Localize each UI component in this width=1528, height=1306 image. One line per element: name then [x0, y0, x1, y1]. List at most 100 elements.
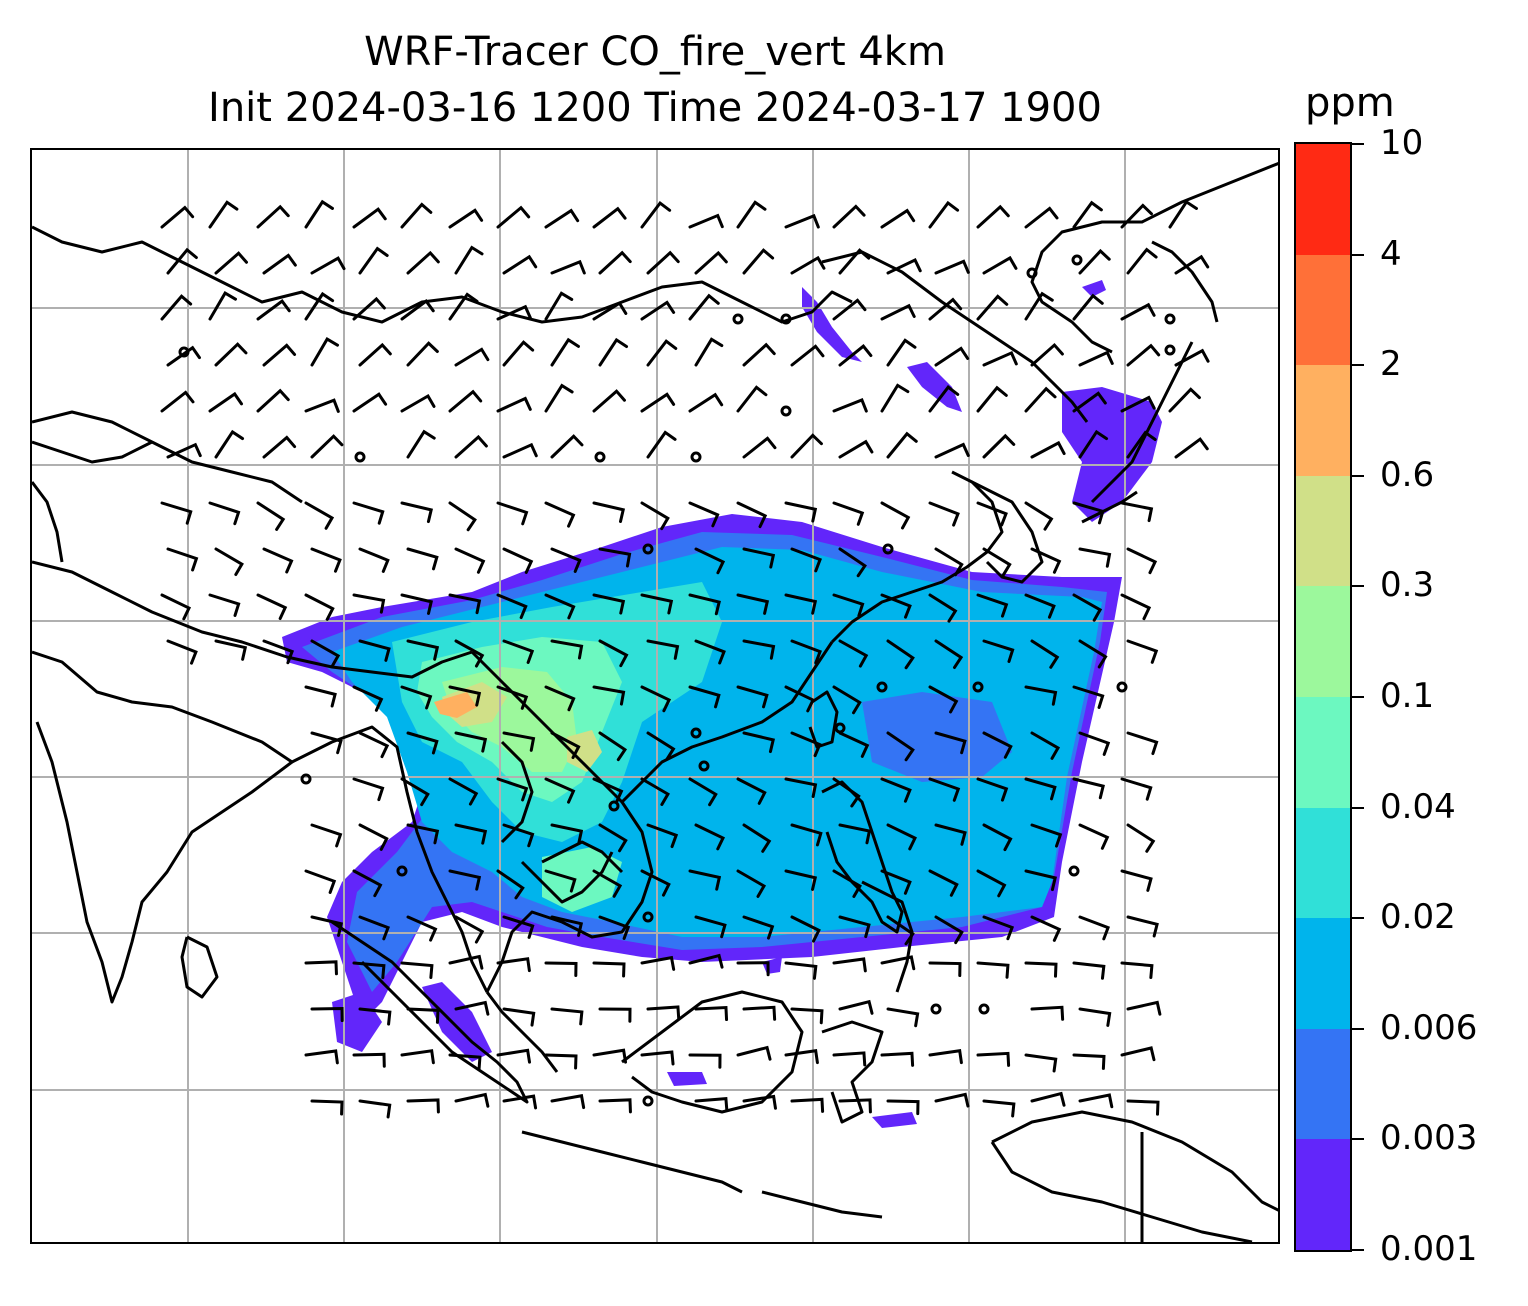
colorbar-tick-label: 0.6 [1380, 454, 1435, 495]
wind-barb [598, 823, 628, 853]
wind-barb [406, 341, 439, 367]
wind-barb [976, 961, 1010, 979]
wind-barb [550, 915, 584, 937]
wind-barb [784, 869, 818, 891]
wind-barb [976, 204, 1010, 229]
wind-barb [1078, 1007, 1112, 1027]
colorbar-tick-label: 2 [1380, 344, 1402, 385]
calm-wind-marker [930, 1003, 942, 1015]
wind-barb [544, 777, 576, 804]
wind-barb [832, 204, 866, 229]
wind-barb [1078, 823, 1110, 850]
wind-barb [928, 297, 963, 321]
coastline-segment [32, 481, 64, 563]
calm-wind-marker [594, 451, 606, 463]
wind-barb [358, 731, 390, 759]
wind-barb [742, 1005, 777, 1021]
wind-barb [358, 1007, 392, 1026]
wind-barb [1072, 391, 1107, 413]
coastline-segment [520, 851, 614, 904]
wind-barb [448, 869, 482, 891]
wind-barb [1078, 350, 1114, 367]
wind-barb [688, 593, 721, 616]
wind-barb [1126, 915, 1159, 938]
wind-barb [544, 383, 574, 413]
wind-barb [166, 442, 202, 459]
colorbar-tick [1352, 585, 1364, 588]
wind-barb [982, 255, 1018, 275]
wind-barb [790, 433, 823, 459]
wind-barb [448, 777, 479, 806]
wind-barb [1174, 254, 1210, 275]
wind-barb [1078, 429, 1109, 459]
wind-barb [544, 869, 577, 893]
wind-barb [448, 292, 479, 321]
coastline-segment [32, 225, 853, 324]
wind-barb [838, 344, 873, 367]
wind-barb [640, 501, 670, 531]
wind-barb [310, 434, 344, 459]
wind-barb [502, 915, 535, 939]
wind-barb [1030, 440, 1066, 459]
wind-barb [262, 639, 295, 665]
colorbar-segment [1296, 697, 1350, 809]
wind-barb [784, 961, 818, 980]
wind-barb [736, 501, 768, 529]
coastline-segment [485, 641, 834, 993]
plume-lowest-north-3 [1082, 280, 1106, 297]
wind-barb [256, 299, 291, 321]
wind-barb [406, 731, 439, 755]
wind-barb [838, 1098, 872, 1114]
wind-barb [160, 294, 193, 321]
wind-barb [550, 1007, 584, 1026]
colorbar-segment [1296, 254, 1350, 366]
wind-barb [886, 431, 918, 459]
wind-barb [448, 685, 482, 707]
wind-barb [262, 253, 297, 275]
coastline-segment [971, 480, 1044, 584]
wind-barb [304, 960, 338, 976]
calm-wind-marker [1026, 267, 1038, 279]
wind-barb [598, 915, 631, 941]
wind-barb [352, 392, 388, 413]
wind-barb [742, 731, 776, 754]
calm-wind-marker [396, 865, 408, 877]
wind-barb [790, 1097, 825, 1113]
wind-barb [934, 639, 964, 669]
wind-barb [934, 731, 967, 755]
wind-barb [742, 915, 775, 940]
wind-barb [208, 593, 241, 617]
wind-barb [1126, 547, 1158, 575]
wind-barb [694, 639, 726, 665]
wind-barb [1120, 203, 1153, 229]
wind-barb [832, 1051, 867, 1067]
wind-barb [646, 823, 679, 849]
wind-barb [1168, 199, 1198, 229]
plume-upper-south [542, 847, 622, 912]
calm-wind-marker [642, 911, 654, 923]
wind-barb [214, 429, 245, 459]
colorbar-tick [1352, 1027, 1364, 1030]
colorbar-tick [1352, 364, 1364, 367]
wind-barb [256, 593, 288, 621]
wind-barb [544, 208, 580, 229]
wind-barb [400, 685, 433, 710]
wind-barb [784, 777, 818, 799]
wind-barb [640, 593, 674, 615]
wind-barb [1078, 1093, 1114, 1109]
wind-barb [496, 396, 532, 413]
wind-barb [928, 593, 958, 623]
wind-barb [406, 915, 438, 942]
wind-barb [358, 342, 392, 367]
wind-barb [592, 301, 628, 321]
wind-barb [406, 639, 440, 661]
coastline-segment [991, 1110, 1278, 1212]
wind-barb [832, 957, 867, 973]
wind-barb [454, 347, 490, 367]
wind-barb [688, 1053, 722, 1069]
wind-barb [694, 547, 726, 575]
colorbar-tick-label: 0.1 [1380, 676, 1435, 716]
wind-barb [496, 957, 531, 973]
wind-barb [448, 501, 477, 532]
wind-barb [1126, 823, 1156, 853]
